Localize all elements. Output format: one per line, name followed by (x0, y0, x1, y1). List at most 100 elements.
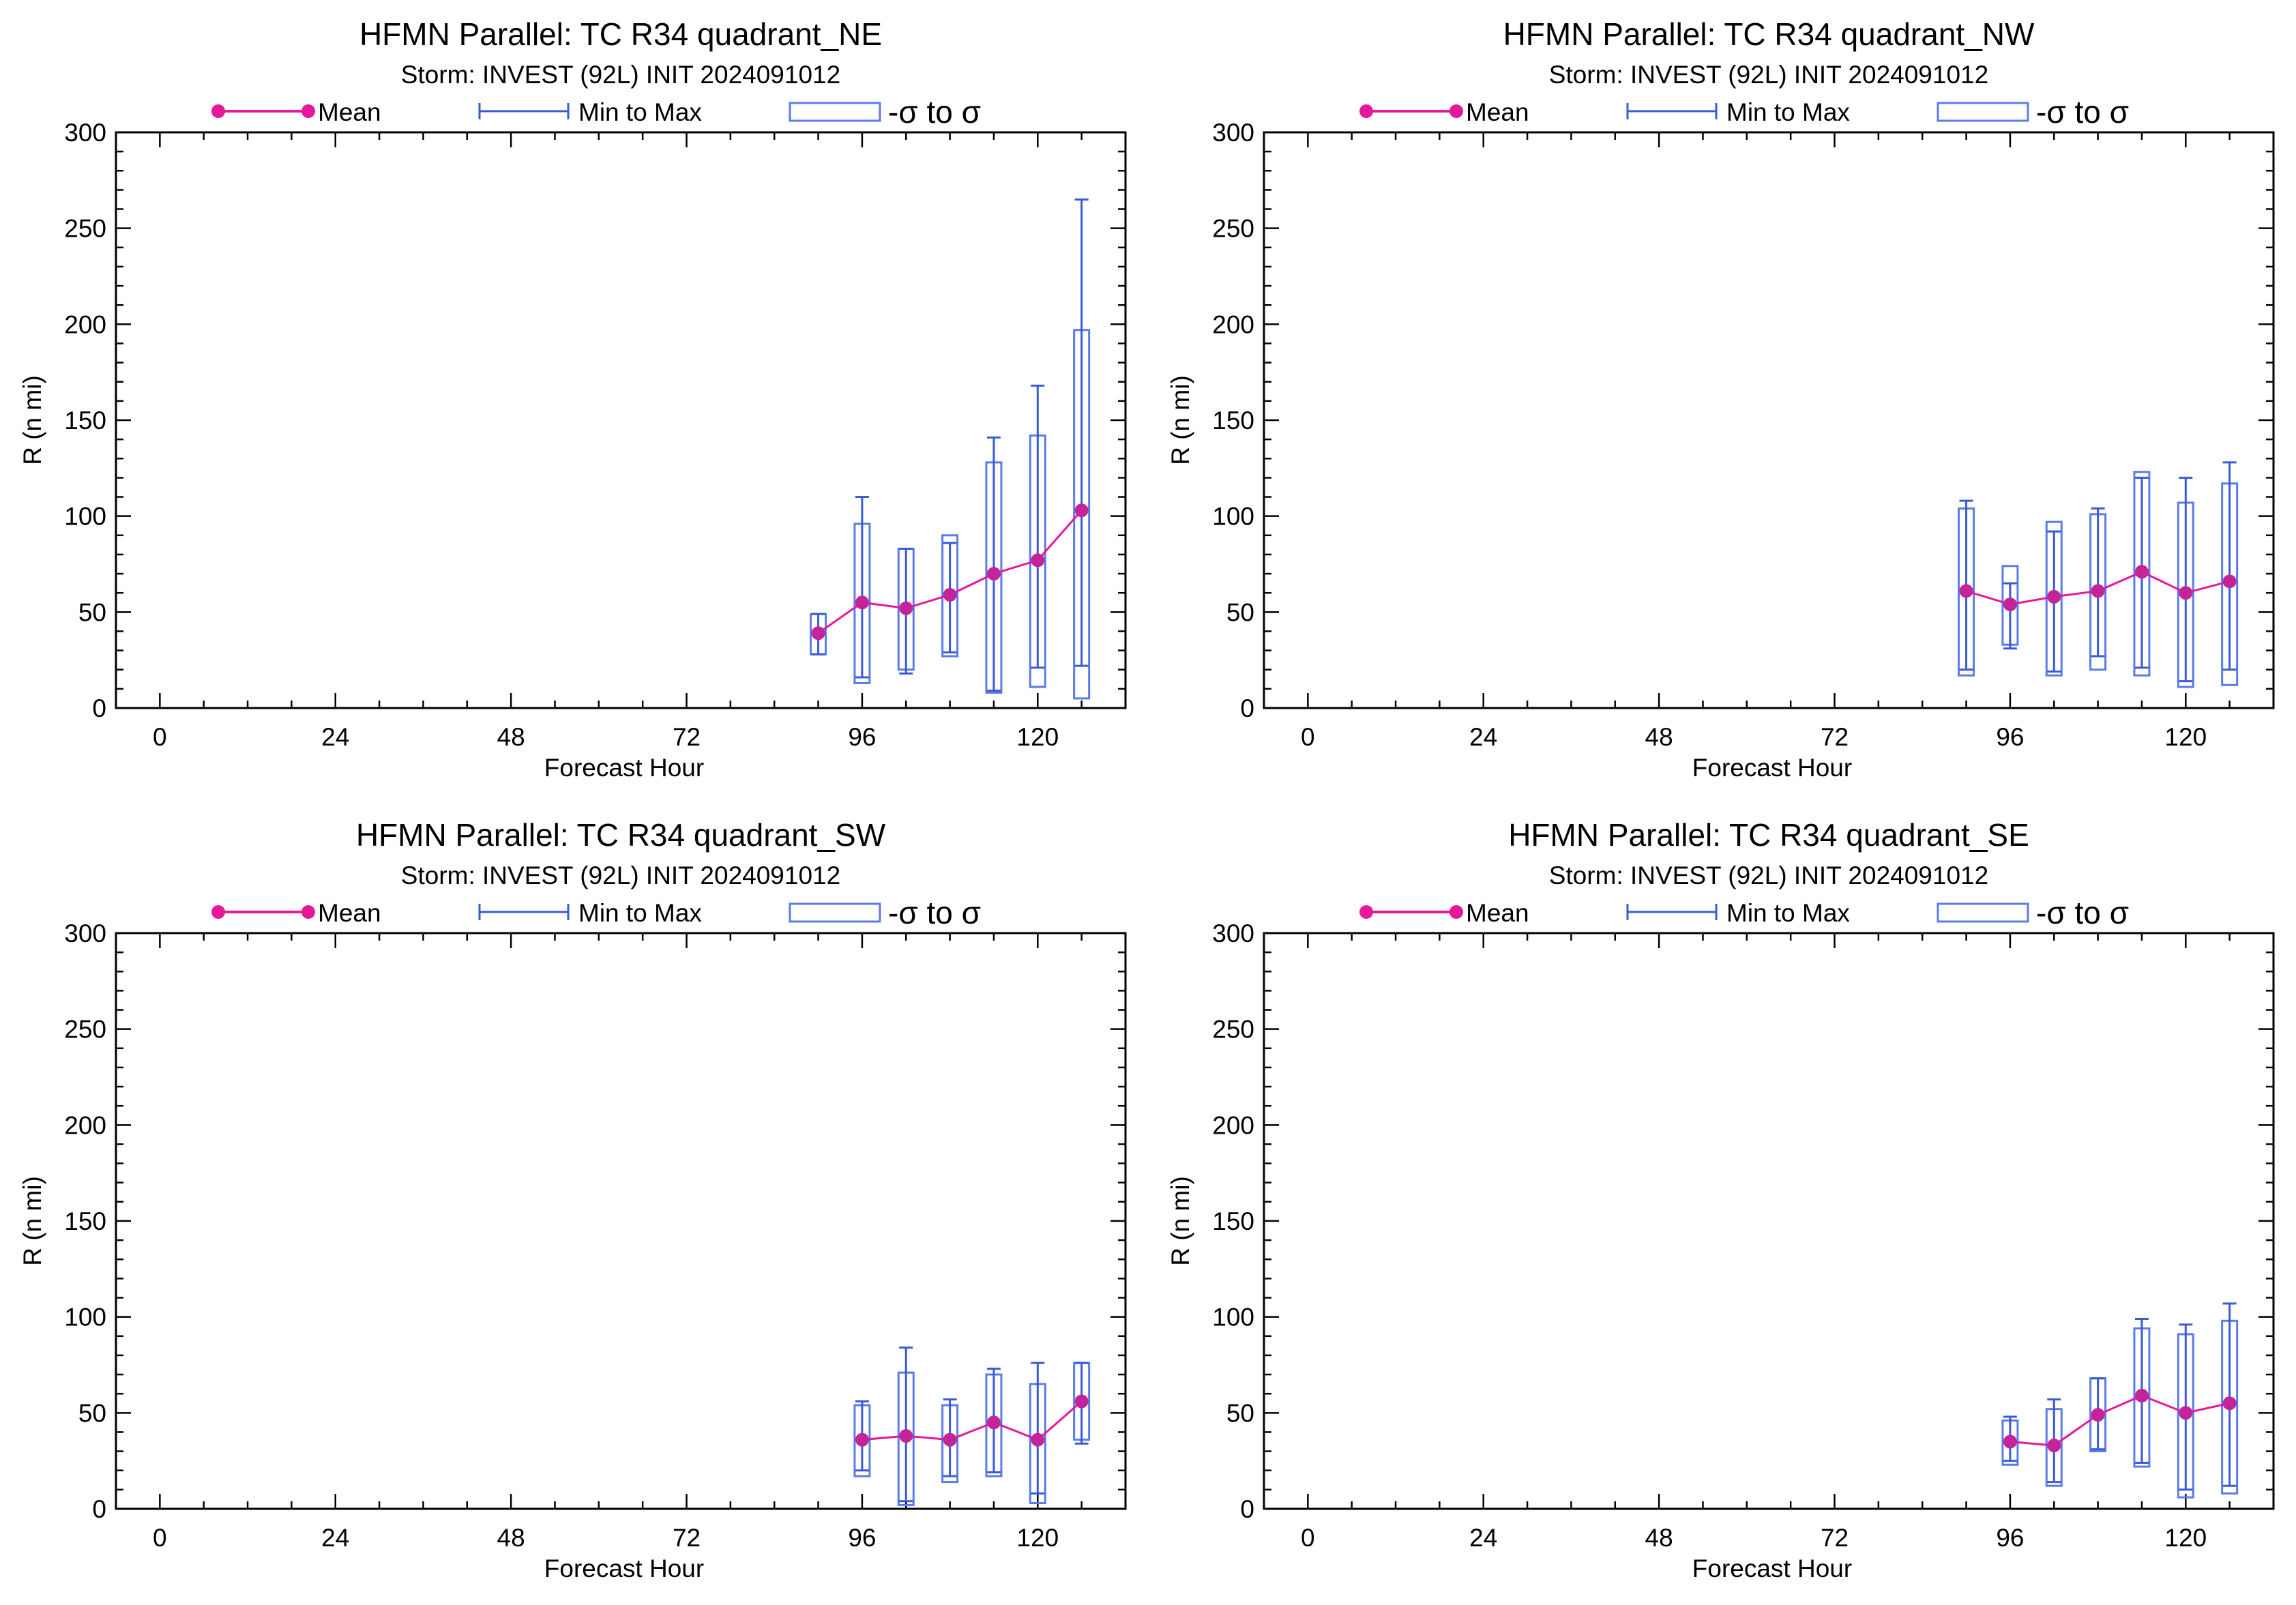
mean-marker (2222, 1396, 2237, 1411)
x-tick-label: 120 (2164, 723, 2207, 751)
y-tick-label: 250 (64, 1016, 106, 1044)
y-tick-label: 0 (1240, 1495, 1254, 1523)
chart-panel: HFMN Parallel: TC R34 quadrant_SE Storm: … (1166, 817, 2275, 1582)
x-tick-label: 72 (673, 1524, 701, 1552)
y-tick-label: 300 (1212, 919, 1254, 947)
legend-mean-label: Mean (318, 899, 381, 927)
plot-frame (1263, 932, 2275, 1510)
mean-marker (2091, 1408, 2105, 1422)
y-tick-label: 100 (64, 1304, 106, 1331)
y-tick-label: 250 (1212, 215, 1254, 243)
y-axis-label: R (n mi) (18, 1176, 46, 1266)
legend-mean-marker (301, 104, 315, 118)
x-axis-label: Forecast Hour (544, 1555, 704, 1582)
sigma-box (941, 534, 959, 658)
mean-marker (2047, 1439, 2061, 1453)
mean-marker (943, 1432, 957, 1447)
x-axis-label: Forecast Hour (1692, 754, 1852, 782)
mean-marker (1074, 1394, 1089, 1409)
y-axis-label: R (n mi) (1166, 375, 1194, 465)
mean-line (2010, 1394, 2230, 1447)
mean-marker (2003, 1434, 2017, 1449)
mean-marker (1074, 503, 1089, 518)
data-series (853, 1346, 1091, 1506)
mean-marker (943, 588, 957, 602)
x-tick-label: 96 (1996, 1524, 2024, 1552)
mean-marker (899, 1429, 913, 1443)
x-axis: 0 24 48 72 96 120 Forecast Hour (153, 132, 1127, 782)
y-tick-label: 200 (1212, 310, 1254, 338)
chart-panel: HFMN Parallel: TC R34 quadrant_SW Storm: … (18, 817, 1127, 1582)
x-axis: 0 24 48 72 96 120 Forecast Hour (153, 933, 1127, 1582)
y-tick-label: 50 (1226, 598, 1254, 626)
x-tick-label: 48 (497, 1524, 525, 1552)
chart-subtitle: Storm: INVEST (92L) INIT 2024091012 (401, 862, 840, 889)
x-tick-label: 96 (848, 723, 876, 751)
chart-subtitle: Storm: INVEST (92L) INIT 2024091012 (1549, 862, 1988, 889)
y-tick-label: 0 (1240, 694, 1254, 722)
y-tick-label: 150 (1212, 407, 1254, 435)
legend-range-label: Min to Max (578, 899, 702, 927)
x-tick-label: 96 (848, 1524, 876, 1552)
y-tick-label: 50 (78, 598, 106, 626)
plot-frame (115, 932, 1127, 1510)
y-tick-label: 0 (92, 694, 106, 722)
mean-marker (2003, 598, 2017, 612)
data-series (810, 198, 1091, 700)
y-tick-label: 100 (64, 503, 106, 531)
mean-marker (2134, 1389, 2149, 1403)
mean-marker (2047, 589, 2061, 604)
chart-subtitle: Storm: INVEST (92L) INIT 2024091012 (1549, 61, 1988, 89)
legend-mean-marker (1359, 905, 1373, 919)
x-tick-label: 0 (153, 723, 167, 751)
y-tick-label: 300 (64, 919, 106, 947)
y-tick-label: 100 (1212, 503, 1254, 531)
legend-range-label: Min to Max (1726, 98, 1850, 126)
y-tick-label: 250 (1212, 1016, 1254, 1044)
plot-frame (115, 131, 1127, 709)
chart-title: HFMN Parallel: TC R34 quadrant_NW (1503, 16, 2035, 52)
y-axis-label: R (n mi) (18, 375, 46, 465)
legend-box-label: -σ to σ (888, 94, 981, 130)
x-tick-label: 96 (1996, 723, 2024, 751)
y-tick-label: 150 (1212, 1207, 1254, 1235)
legend-mean-marker (211, 905, 225, 919)
y-tick-label: 150 (64, 407, 106, 435)
x-axis: 0 24 48 72 96 120 Forecast Hour (1301, 933, 2275, 1582)
mean-marker (899, 601, 913, 615)
mean-line (862, 1400, 1083, 1441)
legend-mean-marker (1449, 905, 1463, 919)
legend-range-label: Min to Max (1726, 899, 1850, 927)
y-axis: 0 50 100 150 200 250 300 R (n mi) (1166, 919, 2273, 1523)
x-tick-label: 0 (1301, 723, 1315, 751)
x-tick-label: 72 (1821, 1524, 1849, 1552)
y-tick-label: 200 (64, 310, 106, 338)
y-tick-label: 50 (1226, 1399, 1254, 1427)
legend-mean-marker (1449, 104, 1463, 118)
x-tick-label: 0 (153, 1524, 167, 1552)
legend-mean-marker (1359, 104, 1373, 118)
mean-marker (855, 1432, 869, 1447)
legend-box-swatch (1937, 102, 2029, 122)
x-tick-label: 120 (1016, 723, 1059, 751)
y-axis: 0 50 100 150 200 250 300 R (n mi) (18, 919, 1125, 1523)
legend: Mean Min to Max -σ to σ (211, 895, 981, 930)
sigma-box (2133, 471, 2151, 677)
x-axis: 0 24 48 72 96 120 Forecast Hour (1301, 132, 2275, 782)
mean-marker (2179, 586, 2193, 600)
legend: Mean Min to Max -σ to σ (211, 94, 981, 130)
y-tick-label: 0 (92, 1495, 106, 1523)
x-tick-label: 24 (321, 723, 349, 751)
x-tick-label: 48 (497, 723, 525, 751)
y-tick-label: 200 (64, 1111, 106, 1139)
x-tick-label: 24 (1469, 723, 1497, 751)
y-tick-label: 300 (64, 119, 106, 147)
legend: Mean Min to Max -σ to σ (1359, 895, 2129, 930)
mean-marker (1031, 553, 1045, 568)
legend: Mean Min to Max -σ to σ (1359, 94, 2129, 130)
y-tick-label: 250 (64, 215, 106, 243)
mean-marker (1031, 1432, 1045, 1447)
legend-box-label: -σ to σ (2036, 94, 2129, 130)
data-series (2001, 1302, 2239, 1499)
